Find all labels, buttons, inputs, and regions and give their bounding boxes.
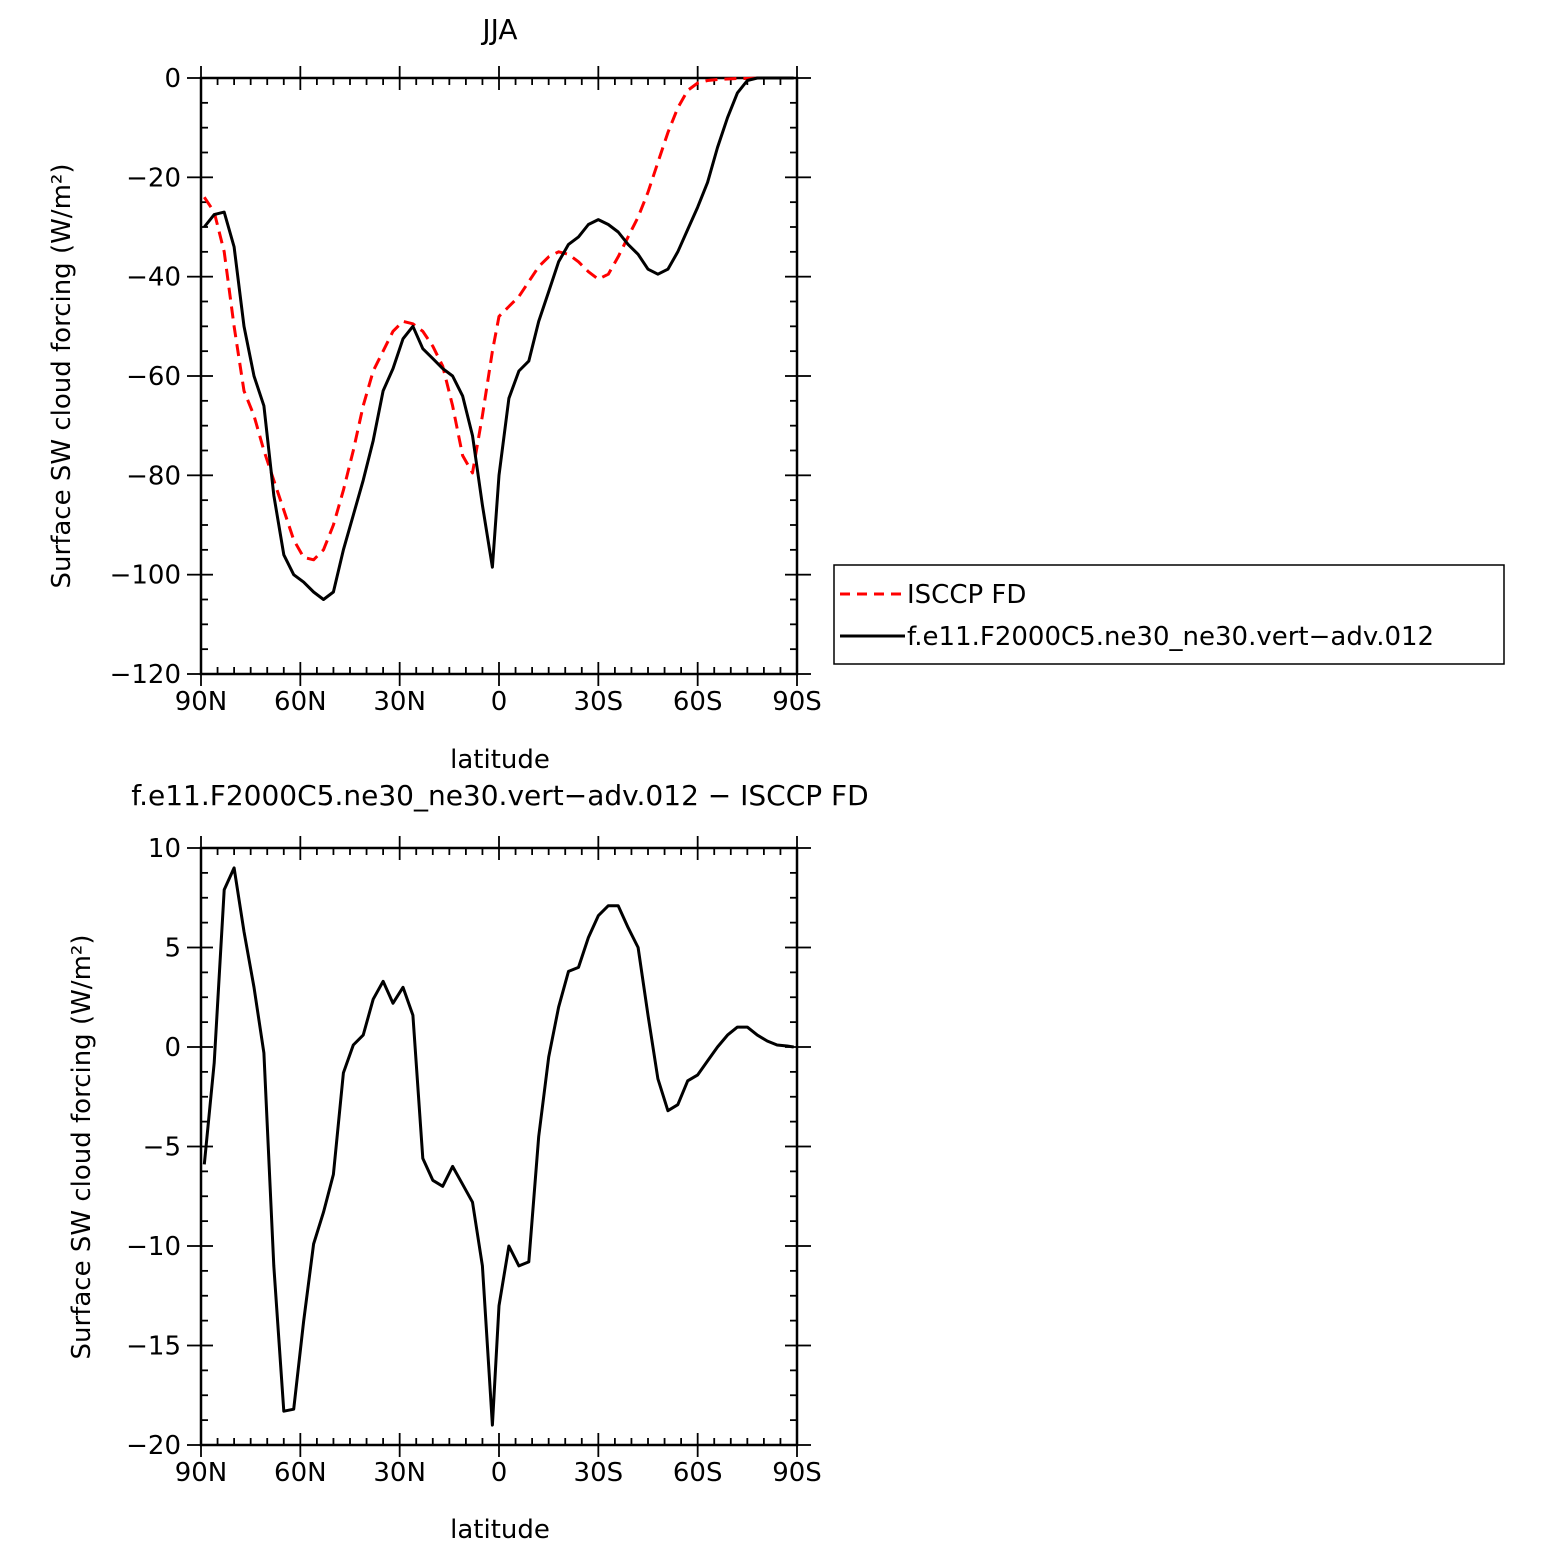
bottom-x-tick-label: 90S — [772, 1458, 822, 1488]
bottom-y-tick-label: 0 — [164, 1033, 181, 1063]
top-series-line-0 — [203, 76, 794, 562]
top-x-tick-label: 60S — [673, 687, 723, 717]
bottom-x-tick-label: 0 — [491, 1458, 508, 1488]
top-plot-area: 90N 60N 30N 0 30S 60S 90S 0 −20 −40 −60 −80 −100 −120 — [110, 64, 822, 717]
bottom-chart-xlabel: latitude — [450, 1515, 550, 1545]
bottom-chart-title: f.e11.F2000C5.ne30_ne30.vert−adv.012 − I… — [131, 779, 868, 812]
top-y-tick-label: −80 — [126, 461, 181, 491]
top-y-tick-label: 0 — [164, 64, 181, 94]
top-x-tick-label: 0 — [491, 687, 508, 717]
top-x-tick-label: 30N — [373, 687, 426, 717]
top-chart-legend: ISCCP FD f.e11.F2000C5.ne30_ne30.vert−ad… — [833, 564, 1505, 665]
bottom-y-tick-label: −20 — [126, 1431, 181, 1461]
top-chart-xlabel: latitude — [450, 745, 550, 775]
top-x-tick-label: 90S — [772, 687, 822, 717]
top-x-tick-label: 30S — [574, 687, 624, 717]
top-x-tick-label: 90N — [175, 687, 228, 717]
bottom-frame — [199, 846, 799, 1447]
bottom-y-tick-label: −10 — [126, 1232, 181, 1262]
top-y-tick-label: −40 — [126, 263, 181, 293]
bottom-chart: f.e11.F2000C5.ne30_ne30.vert−adv.012 − I… — [67, 779, 869, 1545]
top-frame — [199, 76, 799, 676]
bottom-y-tick-label: −15 — [126, 1332, 181, 1362]
bottom-y-tick-label: −5 — [143, 1133, 181, 1163]
bottom-plot-area: 90N 60N 30N 0 30S 60S 90S 10 5 0 −5 −10 −15 −20 — [126, 834, 822, 1488]
bottom-series-line-0 — [202, 866, 794, 1427]
bottom-x-tick-label: 60S — [673, 1458, 723, 1488]
legend-box — [833, 564, 1505, 665]
top-y-tick-label: −100 — [110, 561, 181, 591]
top-chart: JJA 90N 60N 30N 0 30S 60S 90S 0 −20 −40 −60 −80 −100… — [47, 13, 1505, 775]
bottom-x-tick-label: 30S — [574, 1458, 624, 1488]
top-chart-title: JJA — [480, 13, 517, 46]
bottom-y-tick-label: 5 — [164, 934, 181, 964]
top-chart-ylabel: Surface SW cloud forcing (W/m²) — [47, 164, 77, 589]
legend-label-isccp: ISCCP FD — [907, 580, 1026, 610]
top-x-tick-label: 60N — [274, 687, 327, 717]
top-y-tick-label: −120 — [110, 660, 181, 690]
legend-label-model: f.e11.F2000C5.ne30_ne30.vert−adv.012 — [907, 622, 1434, 652]
top-y-tick-label: −60 — [126, 362, 181, 392]
bottom-x-tick-label: 90N — [175, 1458, 228, 1488]
bottom-chart-ylabel: Surface SW cloud forcing (W/m²) — [67, 935, 97, 1360]
top-y-tick-label: −20 — [126, 163, 181, 193]
top-series-line-1 — [203, 76, 794, 601]
bottom-x-tick-label: 30N — [373, 1458, 426, 1488]
bottom-y-tick-label: 10 — [148, 834, 181, 864]
bottom-x-tick-label: 60N — [274, 1458, 327, 1488]
